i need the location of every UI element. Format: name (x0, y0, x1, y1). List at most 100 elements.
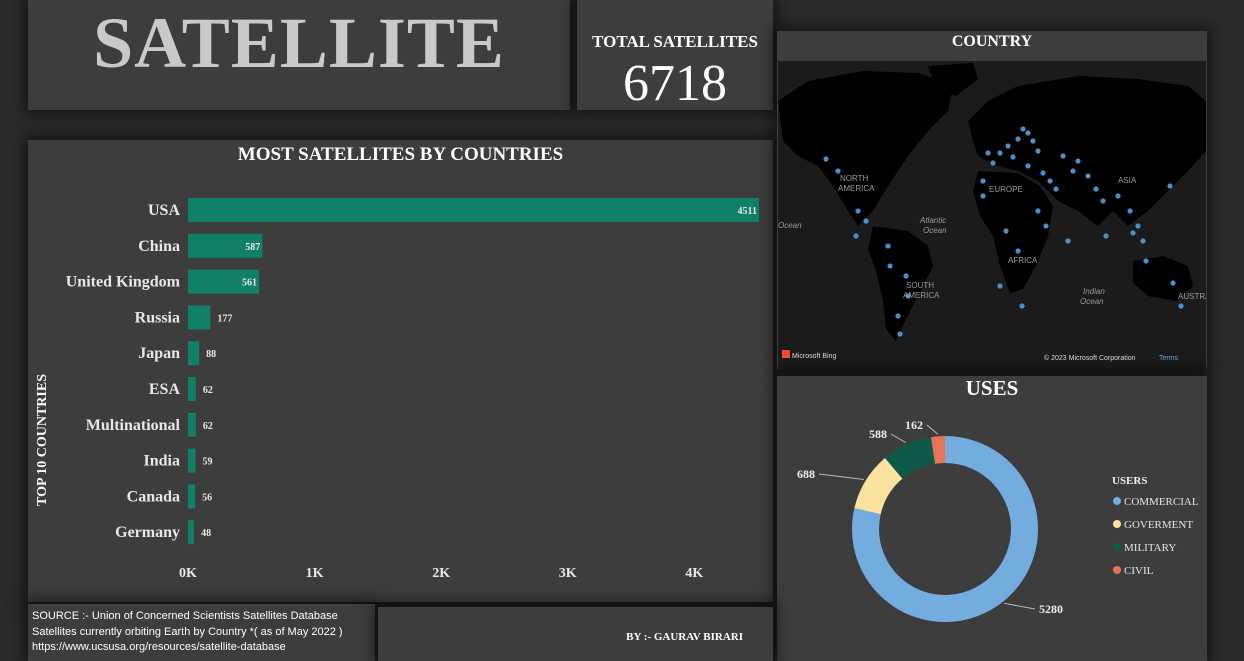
country-marker[interactable] (1170, 280, 1176, 286)
category-label: Russia (135, 309, 180, 326)
country-marker[interactable] (990, 160, 996, 166)
donut-data-label: 162 (905, 418, 923, 432)
country-marker[interactable] (1103, 233, 1109, 239)
country-marker[interactable] (903, 273, 909, 279)
country-marker[interactable] (1040, 170, 1046, 176)
country-marker[interactable] (905, 293, 911, 299)
country-marker[interactable] (1065, 238, 1071, 244)
source-line-2: Satellites currently orbiting Earth by C… (32, 626, 343, 638)
country-marker[interactable] (1060, 153, 1066, 159)
country-marker[interactable] (1127, 208, 1133, 214)
bar[interactable] (188, 198, 759, 222)
x-tick-label: 3K (559, 566, 577, 581)
legend-swatch (1113, 497, 1121, 505)
country-marker[interactable] (1020, 126, 1026, 132)
bar[interactable] (188, 377, 196, 401)
country-marker[interactable] (895, 313, 901, 319)
country-marker[interactable] (887, 263, 893, 269)
country-marker[interactable] (1003, 228, 1009, 234)
map-label-north: NORTH (840, 174, 869, 183)
country-marker[interactable] (835, 168, 841, 174)
country-marker[interactable] (1025, 130, 1031, 136)
map-label-atlantic-ocean: Ocean (923, 226, 947, 235)
country-marker[interactable] (1043, 223, 1049, 229)
uses-panel: USES 5280 688 588 162 USERS COMMERCIAL GOVER… (777, 376, 1207, 661)
donut-slice[interactable] (884, 437, 936, 479)
donut-slice[interactable] (854, 457, 903, 515)
kpi-label: TOTAL SATELLITES (592, 32, 758, 51)
map-label-south: SOUTH (906, 281, 934, 290)
map-label-australia: AUSTRALIA (1178, 292, 1206, 301)
country-marker[interactable] (823, 156, 829, 162)
country-marker[interactable] (1053, 186, 1059, 192)
country-marker[interactable] (863, 218, 869, 224)
country-marker[interactable] (997, 283, 1003, 289)
bar[interactable] (188, 412, 196, 437)
data-label: 59 (202, 457, 212, 468)
data-label: 4511 (738, 206, 757, 217)
country-marker[interactable] (1025, 163, 1031, 169)
country-marker[interactable] (1093, 186, 1099, 192)
legend-swatch (1113, 566, 1121, 574)
country-marker[interactable] (885, 243, 891, 249)
country-marker[interactable] (1100, 198, 1106, 204)
country-marker[interactable] (1130, 230, 1136, 236)
world-map[interactable]: NORTH AMERICA SOUTH AMERICA Atlantic Oce… (778, 61, 1206, 369)
country-marker[interactable] (853, 233, 859, 239)
category-label: USA (148, 202, 180, 219)
bar[interactable] (188, 448, 196, 473)
country-marker[interactable] (1167, 183, 1173, 189)
country-marker[interactable] (1143, 258, 1149, 264)
country-marker[interactable] (855, 208, 861, 214)
map-copyright: © 2023 Microsoft Corporation (1044, 354, 1136, 362)
map-label-indian: Indian (1083, 287, 1105, 296)
map-label-africa: AFRICA (1008, 256, 1038, 265)
bar[interactable] (188, 341, 200, 366)
bing-credit: Microsoft Bing (792, 353, 836, 360)
source-panel: SOURCE :- Union of Concerned Scientists … (28, 604, 375, 661)
uses-donut-chart: 5280 688 588 162 USERS COMMERCIAL GOVERMENT M… (797, 418, 1199, 622)
source-link[interactable]: https://www.ucsusa.org/resources/satelli… (32, 641, 286, 653)
country-marker[interactable] (1085, 173, 1091, 179)
bar[interactable] (188, 269, 260, 294)
country-marker[interactable] (1178, 303, 1184, 309)
map-label-south-america: AMERICA (903, 291, 940, 300)
country-marker[interactable] (1047, 178, 1053, 184)
country-marker[interactable] (1140, 238, 1146, 244)
country-marker[interactable] (1015, 248, 1021, 254)
data-label: 587 (245, 242, 260, 253)
x-tick-label: 1K (306, 566, 324, 581)
bar[interactable] (188, 520, 195, 545)
bar[interactable] (188, 305, 211, 330)
category-label: ESA (149, 381, 181, 398)
country-marker[interactable] (1030, 138, 1036, 144)
country-marker[interactable] (1019, 303, 1025, 309)
country-marker[interactable] (1070, 168, 1076, 174)
legend-item[interactable]: MILITARY (1124, 542, 1176, 554)
country-marker[interactable] (1075, 158, 1081, 164)
category-label: Japan (138, 345, 180, 362)
country-marker[interactable] (1010, 154, 1016, 160)
country-map-panel: COUNTRY NORTH AMERICA SOUTH AMERICA Atla… (777, 31, 1207, 369)
donut-slice[interactable] (930, 436, 945, 464)
country-marker[interactable] (997, 150, 1003, 156)
country-marker[interactable] (1035, 208, 1041, 214)
south-america (868, 226, 933, 341)
legend-item[interactable]: GOVERMENT (1124, 519, 1193, 531)
country-marker[interactable] (980, 178, 986, 184)
bar[interactable] (188, 233, 263, 258)
legend-item[interactable]: COMMERCIAL (1124, 496, 1199, 508)
data-label: 177 (217, 313, 232, 324)
country-marker[interactable] (985, 150, 991, 156)
country-marker[interactable] (1015, 136, 1021, 142)
country-marker[interactable] (1135, 223, 1141, 229)
country-marker[interactable] (897, 331, 903, 337)
bar[interactable] (188, 484, 196, 509)
country-marker[interactable] (1115, 193, 1121, 199)
country-marker[interactable] (1035, 148, 1041, 154)
map-terms-link[interactable]: Terms (1159, 355, 1179, 362)
country-marker[interactable] (980, 193, 986, 199)
map-label-america: AMERICA (838, 184, 875, 193)
country-marker[interactable] (1005, 143, 1011, 149)
legend-item[interactable]: CIVIL (1124, 565, 1154, 577)
